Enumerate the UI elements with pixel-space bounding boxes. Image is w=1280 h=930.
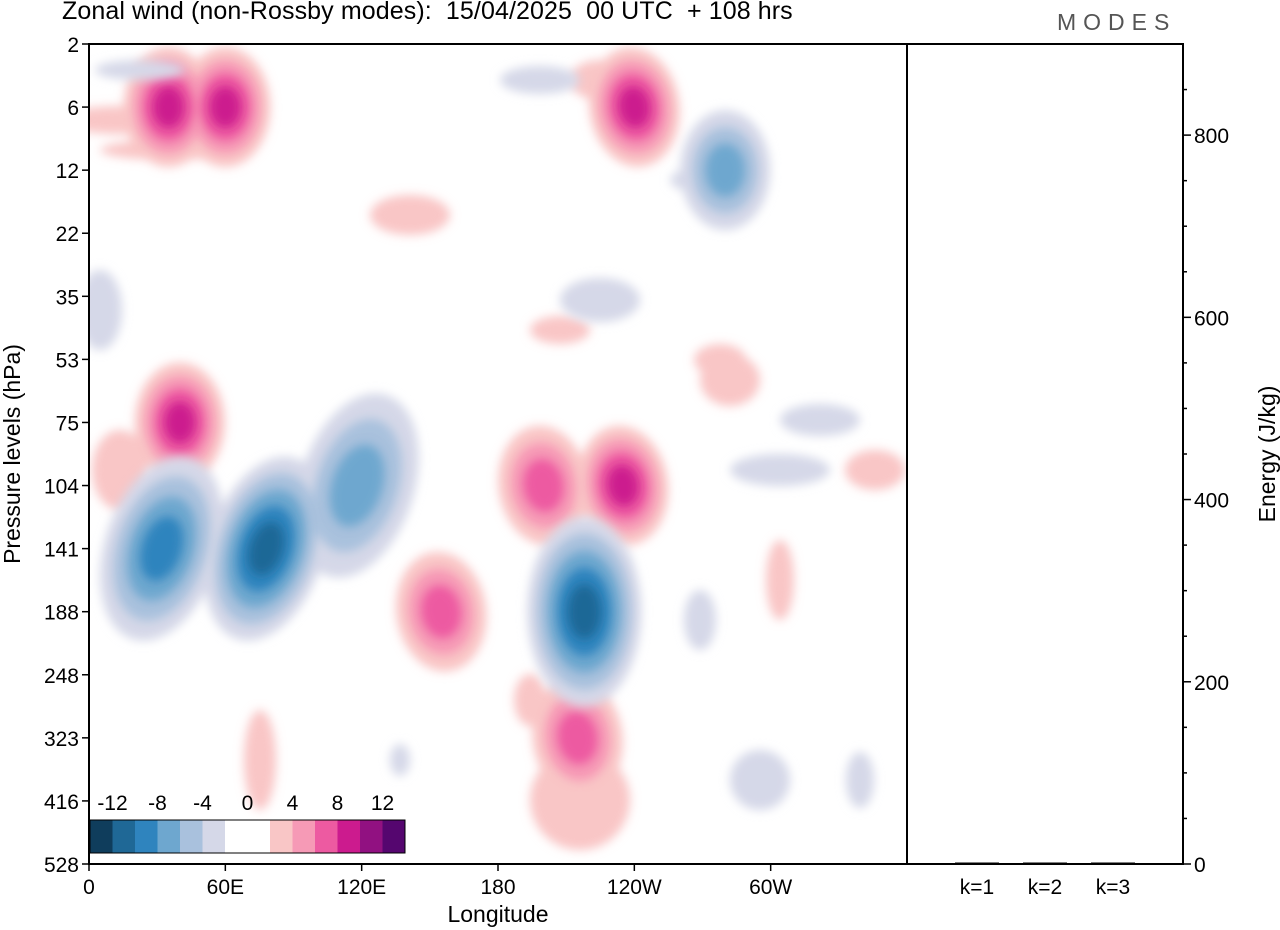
x-axis-title: Longitude <box>447 901 548 927</box>
easterly-contour <box>846 752 874 808</box>
pressure-axis: 2 6 12 22 35 53 75 104 141 188 248 323 416 528 <box>44 34 89 877</box>
westerly-contour <box>530 316 590 344</box>
energy-tick-label: 200 <box>1194 672 1229 695</box>
wind-field <box>89 47 905 850</box>
westerly-contour <box>370 195 450 235</box>
energy-bar <box>1091 862 1135 864</box>
westerly-contour <box>152 86 185 128</box>
x-tick-label: 120W <box>607 876 662 899</box>
energy-plot-frame <box>906 43 1184 865</box>
y-tick-label: 6 <box>67 97 79 120</box>
colorbar: -12 -8 -4 0 4 8 12 <box>89 792 406 854</box>
easterly-contour <box>568 584 601 639</box>
easterly-contour <box>329 444 385 527</box>
easterly-contour <box>705 143 746 197</box>
easterly-contour <box>500 66 580 94</box>
colorbar-swatch <box>157 820 180 853</box>
colorbar-swatch <box>337 820 360 853</box>
colorbar-swatch <box>382 820 405 853</box>
westerly-contour <box>164 401 196 444</box>
y-tick-label: 323 <box>44 728 79 751</box>
westerly-contour <box>607 464 639 507</box>
energy-bar <box>955 862 999 864</box>
colorbar-label: 12 <box>371 792 394 815</box>
energy-category-label: k=1 <box>960 876 994 899</box>
westerly-contour <box>421 585 462 639</box>
westerly-contour <box>766 540 794 620</box>
easterly-contour <box>730 454 830 486</box>
colorbar-swatch <box>225 820 248 853</box>
x-tick-label: 60W <box>749 876 792 899</box>
colorbar-swatch <box>180 820 203 853</box>
energy-category-label: k=2 <box>1028 876 1062 899</box>
energy-bars: k=1 k=2 k=3 <box>955 862 1135 899</box>
colorbar-label: 8 <box>332 792 344 815</box>
colorbar-frame <box>89 819 406 854</box>
y-tick-label: 416 <box>44 791 79 814</box>
westerly-contour <box>530 750 630 850</box>
westerly-contour <box>209 86 241 128</box>
energy-tick-label: 400 <box>1194 490 1229 513</box>
colorbar-swatch <box>247 820 270 853</box>
y-tick-label: 75 <box>56 412 79 435</box>
colorbar-swatch <box>360 820 383 853</box>
colorbar-label: -12 <box>97 792 127 815</box>
easterly-contour <box>390 744 410 776</box>
colorbar-swatch <box>292 820 315 853</box>
westerly-contour <box>244 710 276 810</box>
colorbar-label: 0 <box>242 792 254 815</box>
x-tick-label: 120E <box>337 876 386 899</box>
longitude-axis: 0 60E 120E 180 120W 60W <box>83 864 792 899</box>
energy-category-label: k=3 <box>1096 876 1130 899</box>
y-tick-label: 141 <box>44 539 79 562</box>
y-tick-label: 35 <box>56 286 79 309</box>
y-tick-label: 53 <box>56 349 79 372</box>
easterly-contour <box>684 590 716 650</box>
colorbar-swatch <box>270 820 293 853</box>
easterly-contour <box>140 516 184 581</box>
brand-logo: MODES <box>1057 9 1177 35</box>
colorbar-swatch <box>135 820 158 853</box>
positive-shading-layer <box>152 86 651 507</box>
y-tick-label: 528 <box>44 854 79 877</box>
westerly-contour <box>557 711 598 765</box>
colorbar-swatch <box>90 820 113 853</box>
chart-title: Zonal wind (non-Rossby modes): 15/04/202… <box>62 0 793 25</box>
colorbar-swatch <box>315 820 338 853</box>
x-tick-label: 60E <box>207 876 244 899</box>
easterly-contour <box>730 750 790 810</box>
energy-tick-label: 0 <box>1194 854 1206 877</box>
easterly-contour <box>95 60 185 80</box>
y-tick-label: 104 <box>44 476 79 499</box>
energy-axis: 0 200 400 600 800 <box>1183 88 1229 877</box>
westerly-contour <box>514 674 546 726</box>
westerly-contour <box>618 86 651 128</box>
easterly-contour <box>89 270 122 350</box>
x-tick-label: 180 <box>480 876 515 899</box>
energy-tick-label: 600 <box>1194 307 1229 330</box>
negative-shading-layer <box>248 522 601 639</box>
colorbar-label: 4 <box>287 792 299 815</box>
energy-bar <box>1023 862 1067 864</box>
colorbar-label: -4 <box>193 792 212 815</box>
colorbar-swatch <box>202 820 225 853</box>
y-axis-title: Pressure levels (hPa) <box>0 344 25 564</box>
westerly-contour <box>523 458 564 513</box>
energy-tick-label: 800 <box>1194 125 1229 148</box>
y-tick-label: 188 <box>44 602 79 625</box>
energy-axis-title: Energy (J/kg) <box>1254 386 1280 523</box>
y-tick-label: 2 <box>67 34 79 57</box>
westerly-contour <box>845 450 905 490</box>
colorbar-swatch <box>112 820 135 853</box>
x-tick-label: 0 <box>83 876 95 899</box>
westerly-contour <box>694 344 746 376</box>
y-tick-label: 248 <box>44 665 79 688</box>
easterly-contour <box>780 404 860 436</box>
y-tick-label: 12 <box>56 160 79 183</box>
colorbar-label: -8 <box>148 792 167 815</box>
y-tick-label: 22 <box>56 223 79 246</box>
easterly-contour <box>248 522 284 575</box>
easterly-contour <box>560 278 640 322</box>
